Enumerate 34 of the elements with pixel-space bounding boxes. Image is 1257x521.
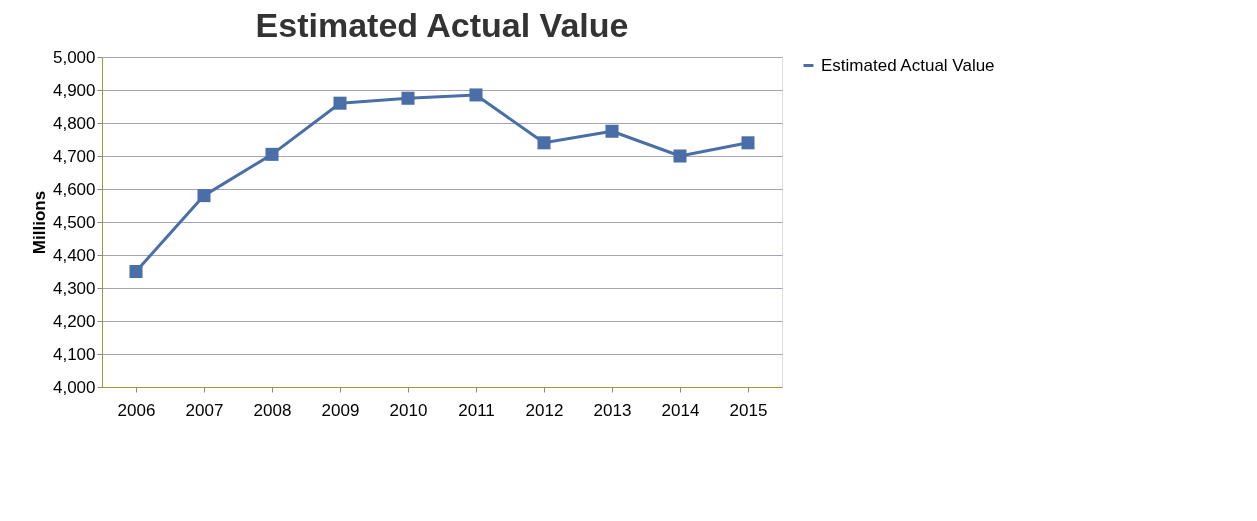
y-tick-label: 4,600 (52, 179, 96, 199)
point (673, 149, 687, 163)
x-tick-label: 2009 (321, 400, 360, 420)
point (401, 91, 415, 105)
legend-label: Estimated Actual Value (821, 55, 995, 75)
x-tick-label: 2015 (729, 400, 768, 420)
y-tick-label: 4,700 (52, 146, 96, 166)
point (129, 264, 143, 279)
point (265, 147, 279, 161)
x-tick-label: 2008 (253, 400, 292, 420)
point (333, 96, 347, 110)
y-tick-label: 4,500 (52, 212, 96, 232)
y-tick-label: 5,000 (52, 47, 96, 67)
y-axis-title: Millions (29, 190, 49, 255)
y-tick-label: 4,000 (52, 377, 96, 397)
point (537, 136, 551, 150)
x-tick-label: 2007 (185, 400, 224, 420)
x-tick-label: 2011 (458, 400, 495, 420)
y-tick-label: 4,400 (52, 245, 96, 265)
y-tick-label: 4,200 (52, 311, 96, 331)
y-tick-label: 4,900 (52, 80, 96, 100)
point (469, 88, 483, 102)
chart-title: Estimated Actual Value (255, 6, 629, 44)
y-tick-label: 4,100 (52, 344, 96, 364)
point (741, 136, 755, 150)
y-tick-label: 4,300 (52, 278, 96, 298)
point (197, 189, 211, 203)
x-tick-label: 2012 (525, 400, 564, 420)
y-tick-label: 4,800 (52, 113, 96, 133)
point (605, 124, 619, 138)
x-tick-label: 2006 (117, 400, 156, 420)
x-tick-label: 2014 (661, 400, 700, 420)
x-tick-label: 2010 (389, 400, 428, 420)
x-tick-label: 2013 (593, 400, 632, 420)
